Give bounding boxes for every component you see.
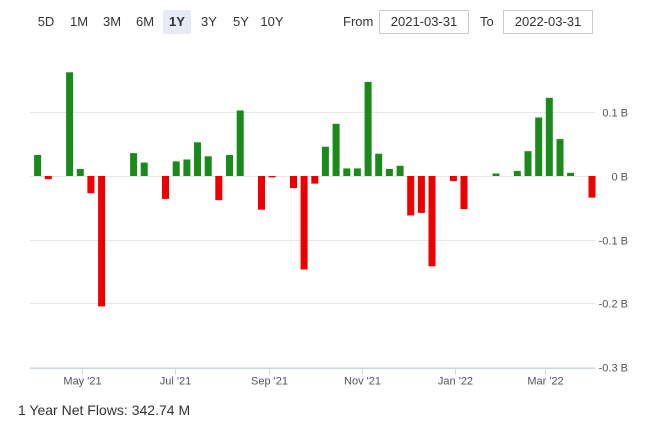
bar-2021-08-13[interactable]	[236, 110, 244, 177]
bar-2021-08-27[interactable]	[258, 176, 265, 210]
y-tick-label: -0.3 B	[599, 363, 628, 375]
bar-2021-08-06[interactable]	[226, 155, 233, 176]
bar-2021-12-03[interactable]	[407, 176, 415, 216]
bar-2021-07-16[interactable]	[194, 142, 201, 176]
bar-2021-07-09[interactable]	[183, 159, 191, 177]
bar-2021-10-01[interactable]	[311, 176, 319, 184]
bar-2021-09-17[interactable]	[290, 176, 297, 189]
range-button-5d[interactable]: 5D	[37, 14, 55, 29]
range-button-1y[interactable]: 1Y	[163, 10, 191, 34]
from-label: From	[343, 14, 374, 29]
to-date-input[interactable]: 2022-03-31	[503, 10, 593, 34]
bar-2021-06-04[interactable]	[130, 153, 138, 176]
x-tick-label: Jul '21	[160, 376, 191, 388]
bar-2021-05-14[interactable]	[98, 176, 106, 307]
x-tick-label: Sep '21	[251, 376, 288, 388]
to-label: To	[480, 14, 494, 29]
y-tick-label: -0.2 B	[599, 299, 628, 311]
range-button-1m[interactable]: 1M	[69, 14, 89, 29]
bar-2022-02-11[interactable]	[513, 170, 521, 176]
bar-2021-04-23[interactable]	[66, 72, 74, 176]
bar-2021-12-31[interactable]	[449, 176, 457, 182]
net-flows-chart: 0.1 B 0 B -0.1 B -0.2 B -0.3 B May '21 Jul '21…	[30, 72, 628, 388]
y-tick-label: -0.1 B	[599, 236, 628, 248]
bar-2021-06-11[interactable]	[140, 162, 148, 176]
bar-2022-01-28[interactable]	[492, 173, 500, 177]
bar-2021-07-23[interactable]	[204, 156, 212, 176]
toolbar: 5D 1M 3M 6M 1Y 3Y 5Y 10Y From 2021-03-31 To 202…	[0, 10, 671, 36]
from-date-input[interactable]: 2021-03-31	[379, 10, 469, 34]
bar-2021-10-15[interactable]	[332, 123, 340, 176]
bar-2021-06-25[interactable]	[162, 176, 169, 199]
bar-2021-07-02[interactable]	[172, 161, 180, 176]
net-flows-label: 1 Year Net Flows:	[18, 402, 128, 418]
y-tick-label: 0 B	[611, 172, 628, 184]
bar-2021-11-05[interactable]	[364, 81, 372, 176]
bar-2021-09-24[interactable]	[300, 176, 308, 270]
x-tick-label: Nov '21	[344, 376, 381, 388]
y-tick-label: 0.1 B	[602, 108, 628, 120]
bar-2021-04-02[interactable]	[34, 155, 42, 176]
bar-2021-04-09[interactable]	[44, 176, 52, 180]
bar-2022-03-18[interactable]	[567, 172, 575, 176]
x-tick-label: May '21	[63, 376, 101, 388]
bar-2022-03-04[interactable]	[545, 97, 553, 176]
bar-2021-04-30[interactable]	[76, 169, 84, 176]
range-button-6m[interactable]: 6M	[135, 14, 155, 29]
bar-2021-10-08[interactable]	[321, 146, 329, 176]
bar-2021-11-12[interactable]	[375, 153, 383, 176]
x-tick-label: Jan '22	[438, 376, 473, 388]
range-button-5y[interactable]: 5Y	[233, 14, 249, 29]
range-button-3m[interactable]: 3M	[102, 14, 122, 29]
bar-2022-03-11[interactable]	[556, 139, 564, 176]
bar-2021-09-03[interactable]	[268, 176, 276, 178]
bar-2021-12-17[interactable]	[428, 176, 436, 267]
bar-2021-10-22[interactable]	[343, 168, 351, 176]
bar-2021-12-10[interactable]	[417, 176, 425, 213]
range-button-3y[interactable]: 3Y	[201, 14, 217, 29]
x-tick-label: Mar '22	[527, 376, 563, 388]
bar-2022-02-18[interactable]	[524, 151, 532, 176]
bar-2021-07-30[interactable]	[215, 176, 223, 201]
bar-2021-05-07[interactable]	[87, 176, 95, 194]
range-button-10y[interactable]: 10Y	[260, 14, 284, 29]
bar-2022-01-07[interactable]	[460, 176, 468, 210]
bar-2022-04-01[interactable]	[588, 176, 596, 198]
bar-2022-02-25[interactable]	[535, 117, 543, 177]
net-flows-summary: 1 Year Net Flows: 342.74 M	[18, 402, 190, 418]
bar-2021-11-19[interactable]	[385, 169, 393, 176]
net-flows-value: 342.74 M	[131, 402, 191, 418]
bar-2021-11-26[interactable]	[396, 165, 404, 176]
bar-2021-10-29[interactable]	[353, 168, 361, 176]
